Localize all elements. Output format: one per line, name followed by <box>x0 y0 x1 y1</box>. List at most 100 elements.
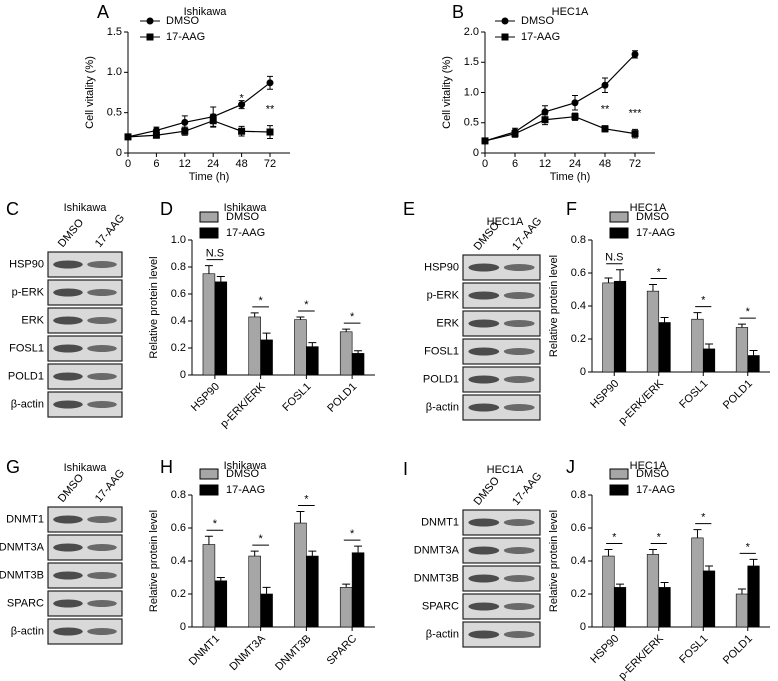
x-axis-label: Time (h) <box>550 171 591 183</box>
marker <box>238 101 246 109</box>
significance: *** <box>629 107 643 119</box>
row-label: ERK <box>436 317 459 329</box>
marker <box>152 131 160 139</box>
error-bar <box>749 350 758 356</box>
x-tick-label: 0 <box>482 158 488 170</box>
y-tick-label: 0 <box>473 147 479 159</box>
blot-band <box>87 401 117 408</box>
x-tick-label: FOSL1 <box>280 381 313 414</box>
y-tick-label: 0 <box>580 366 586 378</box>
blot-band <box>87 289 117 296</box>
x-tick-label: p-ERK/ERK <box>218 380 268 430</box>
legend-label: DMSO <box>226 211 259 223</box>
bar <box>735 327 749 373</box>
significance: * <box>701 512 706 524</box>
y-tick-label: 1.5 <box>464 56 479 68</box>
x-tick-label: DNMT3A <box>227 632 268 673</box>
y-axis-label: Relative protein level <box>548 510 560 612</box>
error-bar <box>354 350 363 354</box>
bar <box>602 555 615 628</box>
significance: * <box>304 299 309 311</box>
lane-label: DMSO <box>56 216 87 249</box>
legend-swatch <box>199 227 219 239</box>
y-tick-label: 0.2 <box>171 342 186 354</box>
blot-band <box>87 317 117 324</box>
x-tick-label: POLD1 <box>721 378 755 412</box>
chart-title: HEC1A <box>552 6 589 18</box>
y-tick-label: 0.4 <box>571 555 586 567</box>
y-tick-label: 0.4 <box>171 315 186 327</box>
panel-letter: B <box>452 2 464 22</box>
x-tick-label: DNMT1 <box>187 633 222 668</box>
row-label: β-actin <box>426 628 459 640</box>
bar <box>658 322 671 373</box>
bar <box>602 282 615 373</box>
bar <box>691 318 704 373</box>
y-tick-label: 0.8 <box>571 234 586 246</box>
bar <box>248 316 261 376</box>
error-bar <box>705 565 714 571</box>
significance: * <box>746 541 751 553</box>
marker <box>601 81 609 89</box>
marker <box>146 17 154 25</box>
y-tick-label: 1.0 <box>171 234 186 246</box>
legend-label: DMSO <box>636 468 669 480</box>
y-tick-label: 0.6 <box>171 288 186 300</box>
error-bar <box>296 316 305 320</box>
blot-band <box>468 403 500 412</box>
blot-band <box>87 544 117 551</box>
blot-band <box>87 345 117 352</box>
bar <box>306 555 319 628</box>
y-tick-label: 1.5 <box>107 26 122 38</box>
error-bar <box>693 529 702 538</box>
bar <box>214 580 228 628</box>
bar <box>613 280 627 373</box>
marker <box>124 133 132 141</box>
x-tick-label: 12 <box>179 158 191 170</box>
significance: ** <box>266 103 275 115</box>
error-bar <box>204 535 213 545</box>
marker <box>511 130 519 138</box>
row-label: HSP90 <box>9 258 44 270</box>
x-tick-label: SPARC <box>325 633 360 668</box>
panel-letter: E <box>403 199 415 219</box>
x-tick-label: 6 <box>153 158 159 170</box>
row-label: SPARC <box>422 600 459 612</box>
blot-title: HEC1A <box>487 464 524 476</box>
y-tick-label: 0.2 <box>171 588 186 600</box>
error-bar <box>262 586 271 594</box>
row-label: FOSL1 <box>9 342 44 354</box>
legend-label: DMSO <box>636 211 669 223</box>
panel-letter: H <box>160 457 173 477</box>
blot-band <box>53 372 83 381</box>
panel-letter: A <box>97 2 109 22</box>
error-bar <box>705 343 714 349</box>
chart-title: Ishikawa <box>224 202 268 214</box>
error-bar <box>648 548 657 555</box>
legend-swatch <box>609 211 629 223</box>
significance: * <box>657 266 662 278</box>
y-tick-label: 0 <box>180 621 186 633</box>
marker <box>238 127 246 135</box>
blot-band <box>53 288 83 297</box>
error-bar <box>737 323 746 328</box>
x-tick-label: FOSL1 <box>677 633 710 666</box>
y-axis-label: Cell vitality (%) <box>84 56 96 129</box>
error-bar <box>342 328 351 332</box>
legend-swatch <box>199 211 219 223</box>
bar <box>260 339 273 376</box>
blot-band <box>503 547 535 554</box>
y-tick-label: 2.0 <box>464 26 479 38</box>
x-tick-label: 24 <box>569 158 581 170</box>
legend-label: 17-AAG <box>166 31 205 43</box>
bar <box>294 522 307 628</box>
error-bar <box>216 275 225 282</box>
bar <box>248 555 261 628</box>
significance: * <box>304 493 309 505</box>
blot-band <box>503 264 535 271</box>
bar <box>351 552 365 628</box>
blot-band <box>503 575 535 582</box>
bar <box>702 348 716 373</box>
